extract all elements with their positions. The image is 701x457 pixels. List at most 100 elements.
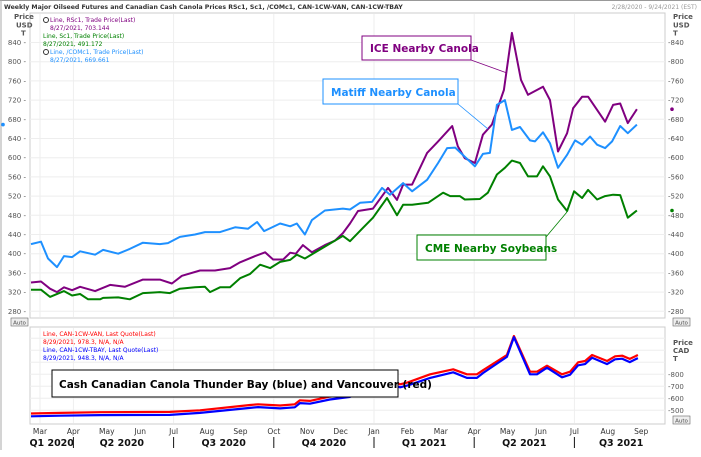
date-range: 2/28/2020 - 9/24/2021 (EST): [612, 4, 697, 11]
y-tick-right: -280: [668, 308, 684, 316]
annotation-cme-label: CME Nearby Soybeans: [425, 243, 557, 255]
legend-matif-label: Line, /COMc1, Trade Price(Last): [50, 49, 144, 56]
x-tick-month: Jan: [367, 427, 380, 436]
axis-unit-currency: CAD: [673, 347, 690, 355]
x-tick-quarter: Q2 2021: [502, 438, 546, 449]
y-tick-left: 360 -: [8, 269, 27, 277]
main-left-auto-button[interactable]: Auto: [10, 317, 29, 327]
lower-legend: Line, CAN-1CW-VAN, Last Quote(Last) 8/29…: [43, 331, 158, 362]
x-tick-month: Aug: [200, 427, 215, 436]
y-tick-left: 320 -: [8, 289, 27, 297]
annotation-matif-label: Matiff Nearby Canola: [331, 87, 456, 99]
x-tick-month: May: [500, 427, 516, 436]
x-tick-month: Jun: [133, 427, 146, 436]
collapse-icon[interactable]: [43, 49, 49, 55]
legend-matif-value: 8/27/2021, 669.661: [50, 57, 110, 64]
auto-label: Auto: [675, 419, 688, 425]
main-left-axis-unit: Price USD T: [14, 13, 34, 38]
y-tick-right-lower: -600: [668, 395, 684, 403]
legend-tbay-label: Line, CAN-1CW-TBAY, Last Quote(Last): [43, 347, 158, 354]
y-tick-right: -680: [668, 116, 684, 124]
y-tick-right: -440: [668, 231, 684, 239]
annotation-ice: ICE Nearby Canola: [361, 35, 508, 74]
y-tick-left: 440 -: [8, 231, 27, 239]
series-line-matif-nearby-canola-comc1[interactable]: [30, 99, 638, 269]
last-value-marker-ice: [670, 107, 674, 112]
y-tick-right-lower: -800: [668, 371, 684, 379]
x-axis: Mar Apr May Jun Jul Aug Sep Oct Nov Dec Jan Feb Mar A…: [29, 427, 648, 449]
axis-unit-currency: USD: [16, 21, 33, 29]
main-right-auto-button[interactable]: Auto: [672, 317, 691, 327]
y-tick-left: 600 -: [8, 154, 27, 162]
main-plot-area[interactable]: [29, 12, 666, 319]
series-line-cme-nearby-soybeans-sc1[interactable]: [31, 159, 638, 301]
axis-unit-currency: USD: [673, 21, 690, 29]
chart-title: Weekly Major Oilseed Futures and Canadia…: [4, 4, 403, 11]
y-tick-left: 280 -: [8, 308, 27, 316]
y-tick-left: 480 -: [8, 212, 27, 220]
y-tick-right: -400: [668, 250, 684, 258]
x-tick-month: Apr: [468, 427, 482, 436]
series-lines: [1, 31, 674, 418]
series-line-thunder-bay-can-1cw-tbay[interactable]: [30, 336, 639, 418]
legend-ice-label: Line, RSc1, Trade Price(Last): [50, 17, 135, 24]
x-tick-month: Sep: [634, 427, 648, 436]
y-tick-right: -800: [668, 58, 684, 66]
x-tick-month: Jul: [569, 427, 579, 436]
legend-tbay-value: 8/29/2021, 948.3, N/A, N/A: [43, 355, 125, 362]
last-value-marker-cme: [670, 208, 674, 213]
lower-right-axis-unit: Price CAD T: [673, 339, 693, 363]
axis-unit-price: Price: [14, 13, 34, 21]
y-tick-left: 760 -: [8, 77, 27, 85]
auto-label: Auto: [675, 321, 688, 327]
y-tick-right: -600: [668, 154, 684, 162]
legend-cme-value: 8/27/2021, 491.172: [43, 41, 103, 48]
x-tick-month: Oct: [267, 427, 280, 436]
annotation-cme: CME Nearby Soybeans: [416, 211, 568, 261]
auto-label: Auto: [13, 321, 26, 327]
lower-right-auto-button[interactable]: Auto: [672, 415, 691, 425]
annotation-cash-label: Cash Canadian Canola Thunder Bay (blue) …: [59, 379, 432, 391]
y-tick-right: -520: [668, 193, 684, 201]
y-tick-left: 800 -: [8, 58, 27, 66]
x-tick-month: Apr: [67, 427, 81, 436]
axis-unit-tonne: T: [21, 30, 26, 38]
x-tick-quarter: Q4 2020: [302, 438, 347, 449]
x-tick-month: Nov: [300, 427, 315, 436]
x-tick-month: Aug: [600, 427, 615, 436]
x-tick-month: Jun: [534, 427, 547, 436]
x-tick-month: Jul: [168, 427, 178, 436]
legend-cme-label: Line, Sc1, Trade Price(Last): [43, 33, 124, 40]
axis-unit-price: Price: [673, 339, 693, 347]
axis-unit-price: Price: [673, 13, 693, 21]
axis-unit-tonne: T: [673, 30, 678, 38]
y-axis-ticks: 840 - -840 800 - -800 760 - -760 720 - -720 680 …: [8, 39, 684, 415]
y-tick-left: 680 -: [8, 116, 27, 124]
x-tick-quarter: Q3 2021: [599, 438, 643, 449]
x-tick-month: Dec: [333, 427, 348, 436]
y-tick-right: -560: [668, 173, 684, 181]
y-tick-left: 640 -: [8, 135, 27, 143]
x-tick-month: Feb: [401, 427, 415, 436]
series-line-vancouver-can-1cw-van[interactable]: [30, 334, 639, 415]
y-tick-right: -360: [668, 269, 684, 277]
x-tick-month: Mar: [434, 427, 449, 436]
y-tick-left: 720 -: [8, 97, 27, 105]
y-tick-left: 520 -: [8, 193, 27, 201]
y-tick-right: -720: [668, 97, 684, 105]
y-tick-right-lower: -700: [668, 383, 684, 391]
annotation-matif: Matiff Nearby Canola: [322, 78, 489, 130]
x-tick-month: Sep: [233, 427, 247, 436]
series-line-ice-nearby-canola-rsc1[interactable]: [30, 31, 638, 294]
annotation-ice-label: ICE Nearby Canola: [370, 43, 479, 55]
collapse-icon[interactable]: [43, 17, 49, 23]
y-tick-left: 840 -: [8, 39, 27, 47]
y-tick-right: -640: [668, 135, 684, 143]
last-value-marker-matif: [1, 122, 5, 127]
legend-van-label: Line, CAN-1CW-VAN, Last Quote(Last): [43, 331, 156, 338]
x-tick-quarter: Q1 2020: [29, 438, 74, 449]
main-right-axis-unit: Price USD T: [673, 13, 693, 38]
y-tick-right-lower: -500: [668, 407, 684, 415]
y-tick-right: -840: [668, 39, 684, 47]
x-tick-quarter: Q2 2020: [100, 438, 145, 449]
